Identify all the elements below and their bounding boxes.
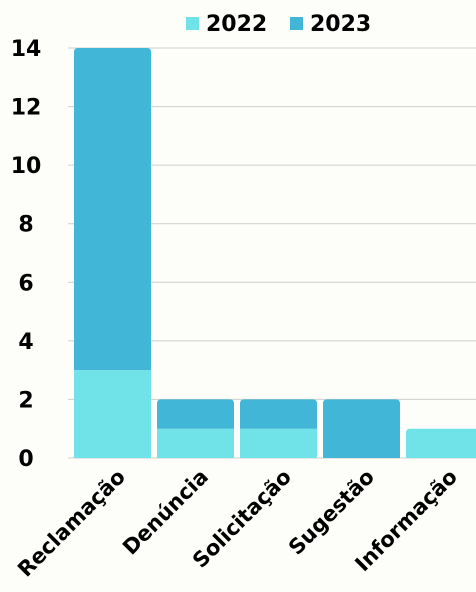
bar-2022-Denúncia <box>157 428 234 458</box>
bar-2022-Reclamação <box>74 370 151 458</box>
y-tick-label: 10 <box>11 154 42 179</box>
y-tick-label: 14 <box>11 37 42 62</box>
y-tick-label: 2 <box>18 388 33 413</box>
legend: 2022 2023 <box>186 12 371 37</box>
bar-2022-Informação <box>406 428 476 458</box>
legend-label-2022: 2022 <box>206 12 267 37</box>
x-axis: ReclamaçãoDenúnciaSolicitaçãoSugestãoInf… <box>13 465 462 582</box>
bar-2023-Sugestão <box>323 399 400 458</box>
y-tick-label: 0 <box>18 447 33 472</box>
bars <box>74 48 476 458</box>
legend-label-2023: 2023 <box>310 12 371 37</box>
bar-2022-Solicitação <box>240 428 317 458</box>
bar-2023-Solicitação <box>240 399 317 429</box>
bar-2023-Reclamação <box>74 48 151 371</box>
y-tick-label: 6 <box>18 271 33 296</box>
y-tick-label: 8 <box>18 213 33 238</box>
x-tick-label: Reclamação <box>13 465 130 582</box>
y-tick-label: 4 <box>18 330 33 355</box>
y-tick-label: 12 <box>11 96 42 121</box>
legend-swatch-2022 <box>186 17 199 30</box>
y-axis: 0 2 4 6 8 10 12 14 <box>11 37 42 472</box>
legend-swatch-2023 <box>290 17 303 30</box>
bar-2023-Denúncia <box>157 399 234 429</box>
